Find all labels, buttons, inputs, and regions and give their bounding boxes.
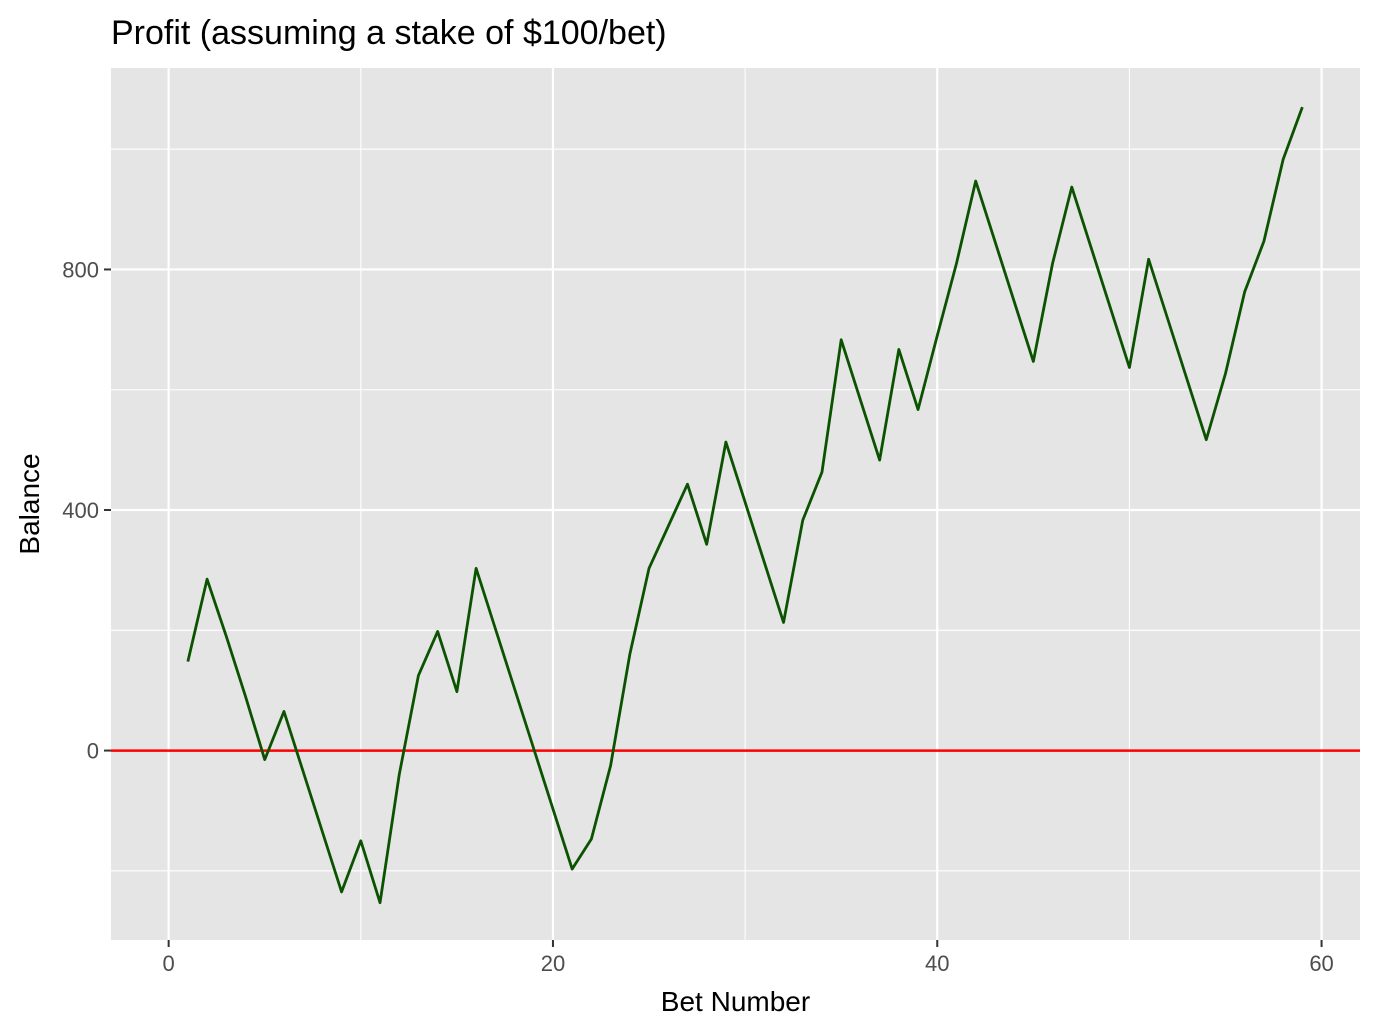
series-layer <box>186 106 1304 905</box>
series-line <box>186 106 1304 905</box>
grid-minor <box>111 68 1360 940</box>
x-axis-title: Bet Number <box>661 986 810 1017</box>
y-axis-title: Balance <box>14 453 45 554</box>
y-axis: 0 400 800 <box>62 257 111 764</box>
y-tick-label: 800 <box>62 257 99 282</box>
x-tick-label: 20 <box>541 951 565 976</box>
x-axis: 0 20 40 60 <box>163 940 1334 976</box>
x-tick-label: 60 <box>1309 951 1333 976</box>
x-tick-label: 40 <box>925 951 949 976</box>
y-tick-label: 0 <box>87 739 99 764</box>
y-tick-label: 400 <box>62 498 99 523</box>
chart-title: Profit (assuming a stake of $100/bet) <box>111 14 667 52</box>
x-tick-label: 0 <box>163 951 175 976</box>
plot-panel <box>111 68 1360 940</box>
